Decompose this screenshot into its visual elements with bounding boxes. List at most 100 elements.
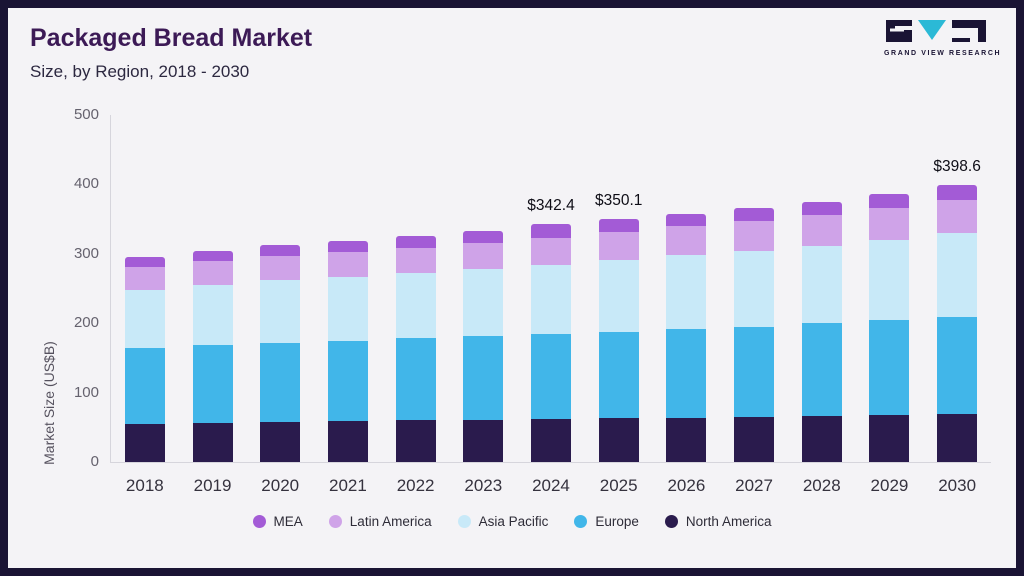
x-tick-label: 2024 xyxy=(532,476,570,495)
bar-segment-latin-america xyxy=(327,251,368,277)
bar-segment-north-america xyxy=(327,421,368,462)
bar-segment-latin-america xyxy=(260,255,301,281)
bar-segment-mea xyxy=(260,244,301,256)
bar-segment-mea xyxy=(463,230,504,243)
bar-segment-latin-america xyxy=(192,261,233,286)
bar-segment-europe xyxy=(734,326,775,417)
bar-segment-north-america xyxy=(395,420,436,462)
bar-segment-europe xyxy=(395,338,436,421)
x-tick-label: 2021 xyxy=(328,476,367,495)
bar-segment-europe xyxy=(463,335,504,420)
y-tick-label: 0 xyxy=(90,453,99,470)
bar-segment-asia-pacific xyxy=(124,289,165,348)
bar-segment-europe xyxy=(869,320,910,415)
legend-item: Europe xyxy=(574,514,639,529)
bar-segment-north-america xyxy=(937,414,978,462)
y-tick-label: 200 xyxy=(73,314,99,332)
bar-segment-north-america xyxy=(531,418,571,462)
bar-value-label: $350.1 xyxy=(594,192,643,210)
legend-swatch-icon xyxy=(252,515,266,528)
bar-segment-north-america xyxy=(598,418,639,462)
bar-segment-asia-pacific xyxy=(463,269,504,336)
x-tick-label: 2027 xyxy=(735,476,773,495)
bar-segment-latin-america xyxy=(463,242,504,270)
bar-segment-mea xyxy=(327,240,368,252)
bar-segment-asia-pacific xyxy=(801,246,842,324)
bar-segment-latin-america xyxy=(124,267,165,290)
legend-swatch-icon xyxy=(664,515,678,528)
legend-label: North America xyxy=(685,514,772,529)
x-tick-label: 2022 xyxy=(396,476,435,495)
legend-item: Asia Pacific xyxy=(457,514,549,529)
bar-segment-latin-america xyxy=(395,247,436,274)
bar-segment-mea xyxy=(801,202,842,215)
page-subtitle: Size, by Region, 2018 - 2030 xyxy=(30,62,250,81)
bar-segment-asia-pacific xyxy=(531,264,571,334)
page-title: Packaged Bread Market xyxy=(30,24,313,52)
bar-segment-north-america xyxy=(734,416,775,462)
bar-segment-latin-america xyxy=(734,220,775,252)
y-tick-label: 100 xyxy=(73,383,99,401)
bar-segment-latin-america xyxy=(801,214,842,247)
bar-segment-mea xyxy=(192,251,233,262)
legend-label: Asia Pacific xyxy=(478,514,549,529)
bar-segment-latin-america xyxy=(869,208,910,240)
x-tick-label: 2025 xyxy=(599,476,638,495)
bar-segment-europe xyxy=(192,345,233,424)
bar-segment-asia-pacific xyxy=(260,280,301,343)
bar-segment-mea xyxy=(395,236,436,248)
bar-segment-asia-pacific xyxy=(734,251,775,327)
plot-area: Market Size (US$B) 0 100 200 300 400 500 2018 2… xyxy=(41,106,991,495)
bar-segment-asia-pacific xyxy=(327,276,368,341)
x-tick-label: 2023 xyxy=(464,476,503,495)
legend-item: Latin America xyxy=(328,514,432,529)
bar-segment-asia-pacific xyxy=(395,273,436,339)
bar-segment-north-america xyxy=(463,419,504,462)
legend-item: MEA xyxy=(252,514,303,529)
bar-segment-mea xyxy=(666,214,707,227)
bar-segment-north-america xyxy=(801,416,842,462)
bar-segment-mea xyxy=(531,224,571,238)
bar-value-label: $342.4 xyxy=(527,197,575,215)
legend-swatch-icon xyxy=(457,515,471,528)
bar-segment-north-america xyxy=(124,423,165,462)
bar-segment-europe xyxy=(124,347,165,424)
gvr-logo-mark xyxy=(886,20,986,42)
bar-segment-north-america xyxy=(260,421,301,462)
gvr-logo: GRAND VIEW RESEARCH xyxy=(884,20,1002,57)
bar-value-label: $398.6 xyxy=(933,158,981,176)
bar-segment-asia-pacific xyxy=(192,285,233,346)
bar-segment-mea xyxy=(598,219,639,233)
legend-label: Latin America xyxy=(349,514,432,529)
legend-item: North America xyxy=(664,514,772,529)
x-tick-label: 2026 xyxy=(667,476,706,495)
x-tick-label: 2020 xyxy=(261,476,300,495)
bar-segment-north-america xyxy=(869,414,910,462)
y-tick-label: 500 xyxy=(73,106,99,123)
legend-label: MEA xyxy=(273,514,303,529)
bar-segment-latin-america xyxy=(937,199,978,233)
bar-segment-north-america xyxy=(192,423,233,462)
y-tick-label: 400 xyxy=(73,175,99,193)
chart-header: Packaged Bread Market Size, by Region, 2… xyxy=(30,24,312,82)
bar-segment-asia-pacific xyxy=(666,255,707,329)
bar-segment-europe xyxy=(531,333,571,419)
bar-segment-europe xyxy=(598,331,639,419)
bar-segment-mea xyxy=(869,194,910,208)
gvr-logo-text: GRAND VIEW RESEARCH xyxy=(884,50,1002,57)
bar-segment-europe xyxy=(327,340,368,422)
bar-segment-europe xyxy=(801,323,842,417)
bar-segment-mea xyxy=(937,185,978,200)
bar-segment-latin-america xyxy=(598,232,639,261)
y-tick-label: 300 xyxy=(73,244,99,262)
bar-segment-mea xyxy=(124,257,165,267)
legend-swatch-icon xyxy=(328,515,342,528)
bar-segment-asia-pacific xyxy=(937,233,978,317)
bar-segment-asia-pacific xyxy=(869,239,910,321)
bar-segment-latin-america xyxy=(666,226,707,256)
bar-segment-europe xyxy=(260,342,301,422)
bar-segment-latin-america xyxy=(531,237,571,265)
bar-segment-asia-pacific xyxy=(598,260,639,332)
legend-swatch-icon xyxy=(574,515,588,528)
legend-label: Europe xyxy=(595,514,639,529)
